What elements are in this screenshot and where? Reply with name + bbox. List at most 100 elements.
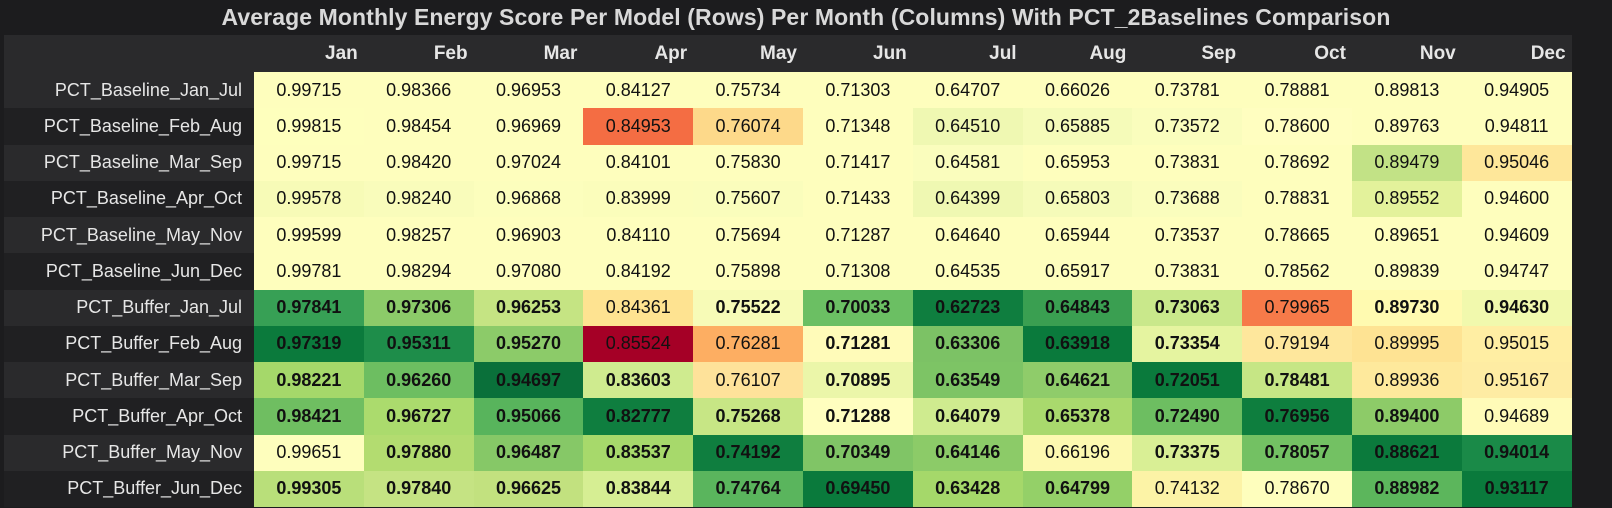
heatmap-row: PCT_Baseline_Mar_Sep 0.99715 0.98420 0.9702… [4,144,1572,181]
row-label: PCT_Baseline_May_Nov [4,217,254,254]
heatmap-cell: 0.78600 [1242,108,1352,145]
heatmap-cell: 0.96903 [473,217,584,254]
heatmap-cell: 0.75268 [693,398,803,435]
heatmap-cell: 0.70033 [802,289,913,326]
heatmap-cell: 0.89730 [1351,289,1462,326]
heatmap-cell: 0.94697 [473,362,584,399]
heatmap-cell: 0.89763 [1351,108,1462,145]
heatmap-cell: 0.76107 [693,362,803,399]
heatmap-row: PCT_Buffer_May_Nov 0.99651 0.97880 0.96487 0… [4,434,1572,471]
heatmap-cell: 0.65378 [1022,398,1133,435]
heatmap-cell: 0.79965 [1242,289,1352,326]
heatmap-cell: 0.84953 [583,108,694,145]
heatmap-cell: 0.64510 [912,108,1023,145]
heatmap-cell: 0.75898 [693,253,803,290]
heatmap-row: PCT_Baseline_Apr_Oct 0.99578 0.98240 0.9686… [4,180,1572,217]
row-label: PCT_Baseline_Feb_Aug [4,108,254,145]
heatmap-cell: 0.75607 [693,180,803,217]
column-header-dec: Dec [1461,35,1572,72]
heatmap-row: PCT_Buffer_Feb_Aug 0.97319 0.95311 0.95270 0… [4,325,1572,362]
column-header-jun: Jun [802,35,913,72]
heatmap-cell: 0.71348 [802,108,913,145]
heatmap-cell: 0.89995 [1351,325,1462,362]
heatmap-cell: 0.98420 [363,144,474,181]
heatmap-cell: 0.75694 [693,217,803,254]
heatmap-cell: 0.64079 [912,398,1023,435]
corner-cell [4,35,254,72]
heatmap-cell: 0.97880 [363,434,474,471]
column-header-nov: Nov [1351,35,1462,72]
heatmap-cell: 0.84110 [583,217,694,254]
heatmap-cell: 0.73572 [1132,108,1243,145]
heatmap-cell: 0.79194 [1242,325,1352,362]
heatmap-cell: 0.99305 [254,470,364,507]
heatmap-cell: 0.75830 [693,144,803,181]
heatmap-cell: 0.78562 [1242,253,1352,290]
heatmap-cell: 0.76956 [1242,398,1352,435]
heatmap-row: PCT_Buffer_Jun_Dec 0.99305 0.97840 0.96625 0… [4,470,1572,507]
heatmap-cell: 0.88621 [1351,434,1462,471]
heatmap-cell: 0.73781 [1132,72,1243,109]
row-label: PCT_Buffer_Mar_Sep [4,362,254,399]
heatmap-cell: 0.66196 [1022,434,1133,471]
heatmap-cell: 0.78057 [1242,434,1352,471]
heatmap-cell: 0.64399 [912,180,1023,217]
heatmap-cell: 0.75522 [693,289,803,326]
heatmap-cell: 0.65885 [1022,108,1133,145]
column-header-mar: Mar [473,35,584,72]
heatmap-cell: 0.78481 [1242,362,1352,399]
row-label: PCT_Baseline_Jan_Jul [4,72,254,109]
heatmap-cell: 0.89936 [1351,362,1462,399]
heatmap-cell: 0.99651 [254,434,364,471]
row-label: PCT_Buffer_Feb_Aug [4,325,254,362]
heatmap-cell: 0.97306 [363,289,474,326]
row-label: PCT_Buffer_May_Nov [4,434,254,471]
heatmap-cell: 0.89479 [1351,144,1462,181]
heatmap-cell: 0.94609 [1461,217,1572,254]
heatmap-cell: 0.62723 [912,289,1023,326]
heatmap-cell: 0.84361 [583,289,694,326]
heatmap-cell: 0.76281 [693,325,803,362]
heatmap-cell: 0.64581 [912,144,1023,181]
heatmap-cell: 0.95015 [1461,325,1572,362]
heatmap-cell: 0.64146 [912,434,1023,471]
heatmap-row: PCT_Baseline_Jun_Dec 0.99781 0.98294 0.9708… [4,253,1572,290]
heatmap-cell: 0.78831 [1242,180,1352,217]
heatmap-cell: 0.71303 [802,72,913,109]
heatmap-cell: 0.73831 [1132,144,1243,181]
row-label: PCT_Buffer_Apr_Oct [4,398,254,435]
heatmap-cell: 0.96953 [473,72,584,109]
heatmap-cell: 0.64799 [1022,470,1133,507]
heatmap-cell: 0.89552 [1351,180,1462,217]
heatmap-cell: 0.96625 [473,470,584,507]
heatmap-cell: 0.93117 [1461,470,1572,507]
heatmap-cell: 0.97024 [473,144,584,181]
heatmap-cell: 0.97080 [473,253,584,290]
heatmap-cell: 0.97319 [254,325,364,362]
heatmap-cell: 0.71287 [802,217,913,254]
heatmap-cell: 0.84127 [583,72,694,109]
heatmap-cell: 0.98421 [254,398,364,435]
heatmap-cell: 0.99578 [254,180,364,217]
heatmap-cell: 0.73354 [1132,325,1243,362]
heatmap-cell: 0.71288 [802,398,913,435]
heatmap-cell: 0.94014 [1461,434,1572,471]
heatmap-row: PCT_Baseline_Feb_Aug 0.99815 0.98454 0.9696… [4,108,1572,145]
heatmap-table: Jan Feb Mar Apr May Jun Jul Aug Sep Oct Nov Dec PCT… [4,35,1572,507]
heatmap-cell: 0.74132 [1132,470,1243,507]
column-header-row: Jan Feb Mar Apr May Jun Jul Aug Sep Oct Nov Dec [4,35,1572,72]
chart-title: Average Monthly Energy Score Per Model (… [221,4,1391,30]
heatmap-cell: 0.73831 [1132,253,1243,290]
heatmap-cell: 0.98240 [363,180,474,217]
column-header-feb: Feb [363,35,474,72]
heatmap-cell: 0.95270 [473,325,584,362]
heatmap-cell: 0.65944 [1022,217,1133,254]
column-header-oct: Oct [1242,35,1352,72]
heatmap-cell: 0.73063 [1132,289,1243,326]
heatmap-cell: 0.95311 [363,325,474,362]
heatmap-cell: 0.96727 [363,398,474,435]
heatmap-cell: 0.95167 [1461,362,1572,399]
heatmap-cell: 0.96487 [473,434,584,471]
heatmap-cell: 0.73375 [1132,434,1243,471]
